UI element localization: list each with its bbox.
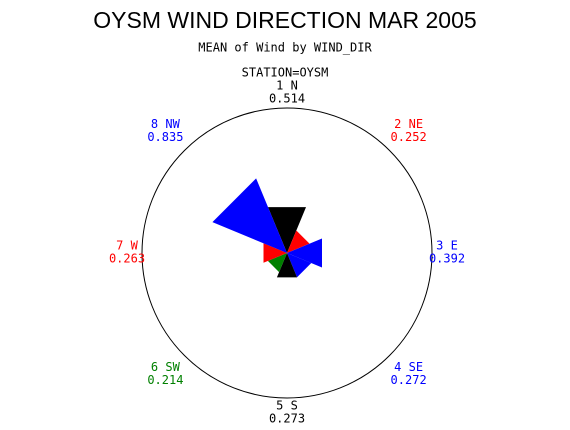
outer-circle	[141, 107, 433, 399]
direction-label: 7 W	[116, 239, 138, 253]
value-label: 0.214	[147, 373, 183, 387]
direction-label: 8 NW	[151, 117, 181, 131]
wedge	[287, 230, 310, 253]
direction-label: 6 SW	[151, 360, 181, 374]
direction-label: 4 SE	[394, 360, 423, 374]
wedge	[287, 238, 323, 268]
wedge	[287, 253, 312, 278]
value-label: 0.514	[269, 92, 305, 106]
wedge	[276, 253, 298, 278]
value-label: 0.263	[109, 252, 145, 266]
wedge	[267, 207, 307, 253]
chart-title: OYSM WIND DIRECTION MAR 2005	[93, 7, 476, 33]
value-label: 0.835	[147, 130, 183, 144]
station-label: STATION=OYSM	[242, 66, 329, 80]
value-label: 0.272	[391, 373, 427, 387]
value-label: 0.252	[391, 130, 427, 144]
wedge	[267, 253, 287, 273]
value-label: 0.392	[429, 252, 465, 266]
direction-label: 3 E	[436, 239, 458, 253]
wedge	[212, 178, 287, 253]
value-label: 0.273	[269, 412, 305, 426]
direction-label: 5 S	[276, 399, 298, 413]
direction-label: 1 N	[276, 79, 298, 93]
chart-subtitle: MEAN of Wind by WIND_DIR	[198, 41, 372, 55]
wedge	[263, 243, 287, 263]
direction-label: 2 NE	[394, 117, 423, 131]
